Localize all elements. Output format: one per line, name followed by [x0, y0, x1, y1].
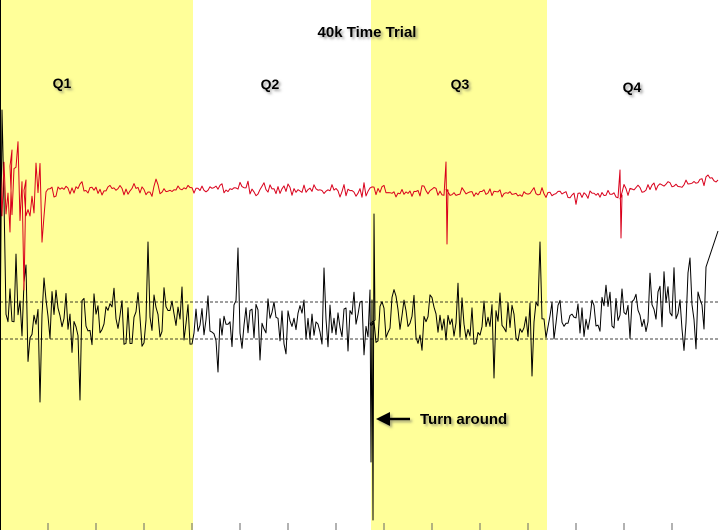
quarter-label-q2: Q2 [261, 76, 280, 92]
quarter-label-q4: Q4 [623, 79, 642, 95]
band-q3 [371, 0, 547, 530]
red-series-line [0, 141, 719, 291]
band-q2 [193, 0, 371, 530]
x-axis-ticks [0, 523, 673, 530]
turn-around-label: Turn around [420, 411, 507, 428]
turn-around-arrow [376, 412, 410, 426]
quarter-label-q3: Q3 [451, 76, 470, 92]
black-series-line [0, 109, 719, 521]
chart-title: 40k Time Trial [318, 24, 417, 41]
quarter-label-q1: Q1 [53, 75, 72, 91]
band-q1 [0, 0, 193, 530]
